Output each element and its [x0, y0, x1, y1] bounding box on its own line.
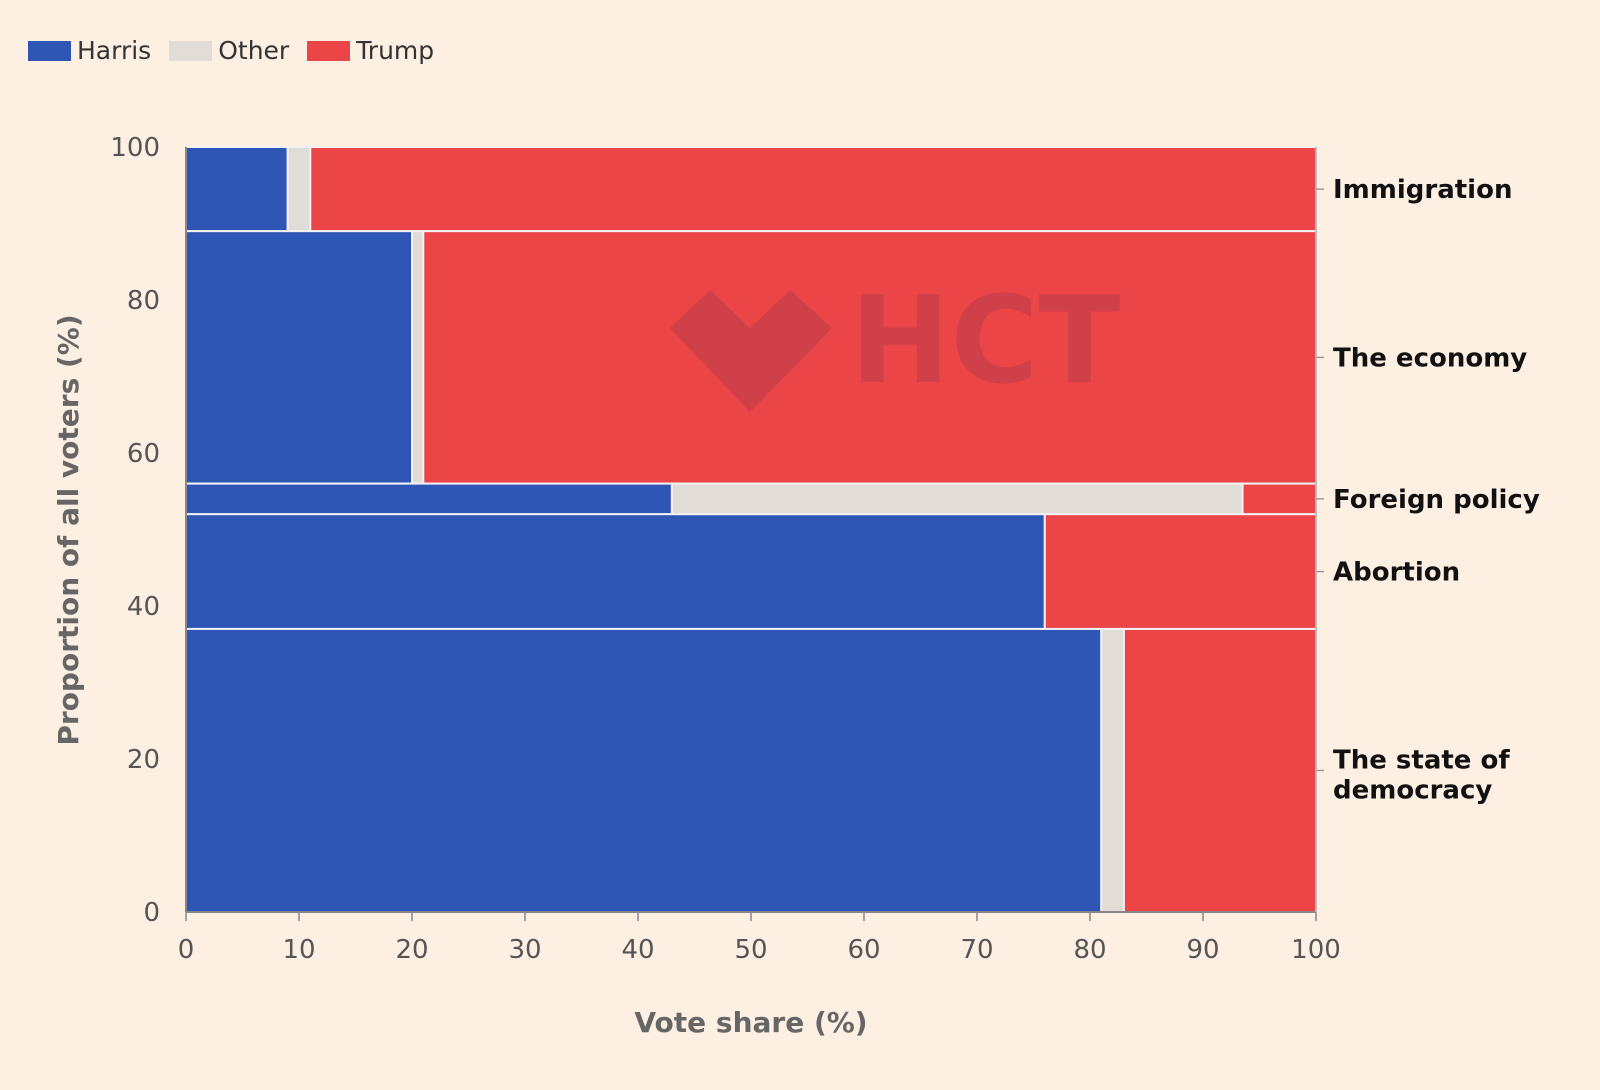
- x-tick-label: 0: [178, 935, 195, 965]
- y-tick-label: 40: [127, 592, 160, 622]
- bar-trump-the-economy: [422, 230, 1317, 485]
- y-tick-label: 80: [127, 286, 160, 316]
- legend-label-trump: Trump: [356, 36, 435, 65]
- bar-harris-immigration: [185, 146, 289, 233]
- x-tick-label: 60: [847, 935, 880, 965]
- category-label: The economy: [1333, 343, 1527, 373]
- x-tick-label: 10: [282, 935, 315, 965]
- x-tick-label: 70: [960, 935, 993, 965]
- x-axis-label: Vote share (%): [634, 1006, 867, 1039]
- bar-trump-abortion: [1043, 513, 1318, 630]
- bar-trump-immigration: [309, 146, 1317, 233]
- bar-other-foreign-policy: [670, 482, 1244, 516]
- x-tick-label: 80: [1073, 935, 1106, 965]
- bar-trump-the-state-of-democracy: [1122, 627, 1318, 913]
- hct-watermark-logo: HCT: [670, 272, 1120, 412]
- x-tick-label: 30: [508, 935, 541, 965]
- category-label: Abortion: [1333, 558, 1460, 588]
- svg-text:HCT: HCT: [850, 272, 1120, 411]
- bar-harris-abortion: [185, 513, 1046, 630]
- y-tick-label: 20: [127, 745, 160, 775]
- bar-other-immigration: [286, 146, 312, 233]
- bar-harris-foreign-policy: [185, 482, 673, 516]
- y-tick-label: 0: [143, 898, 160, 928]
- bar-other-the-state-of-democracy: [1100, 627, 1125, 913]
- legend-swatch-harris: [28, 40, 71, 61]
- x-tick-label: 90: [1186, 935, 1219, 965]
- y-tick-label: 60: [127, 439, 160, 469]
- legend-swatch-other: [169, 40, 213, 61]
- bar-harris-the-economy: [185, 230, 413, 485]
- category-label: Foreign policy: [1333, 485, 1540, 515]
- legend-item-harris: Harris: [28, 36, 151, 65]
- legend-label-harris: Harris: [77, 36, 152, 65]
- legend-item-other: Other: [169, 36, 289, 65]
- category-label: The state of democracy: [1333, 745, 1510, 805]
- y-tick-label: 100: [110, 133, 160, 163]
- y-axis-label: Proportion of all voters (%): [52, 314, 85, 745]
- bar-harris-the-state-of-democracy: [185, 627, 1103, 913]
- legend-label-other: Other: [218, 36, 290, 65]
- legend-swatch-trump: [307, 40, 351, 61]
- legend-item-trump: Trump: [307, 36, 434, 65]
- x-tick-label: 40: [621, 935, 654, 965]
- x-tick-label: 50: [734, 935, 767, 965]
- bar-trump-foreign-policy: [1241, 482, 1318, 516]
- legend: Harris Other Trump: [28, 36, 452, 65]
- category-label: Immigration: [1333, 175, 1512, 205]
- x-tick-label: 100: [1291, 935, 1341, 965]
- x-tick-label: 20: [395, 935, 428, 965]
- bar-other-the-economy: [411, 230, 425, 485]
